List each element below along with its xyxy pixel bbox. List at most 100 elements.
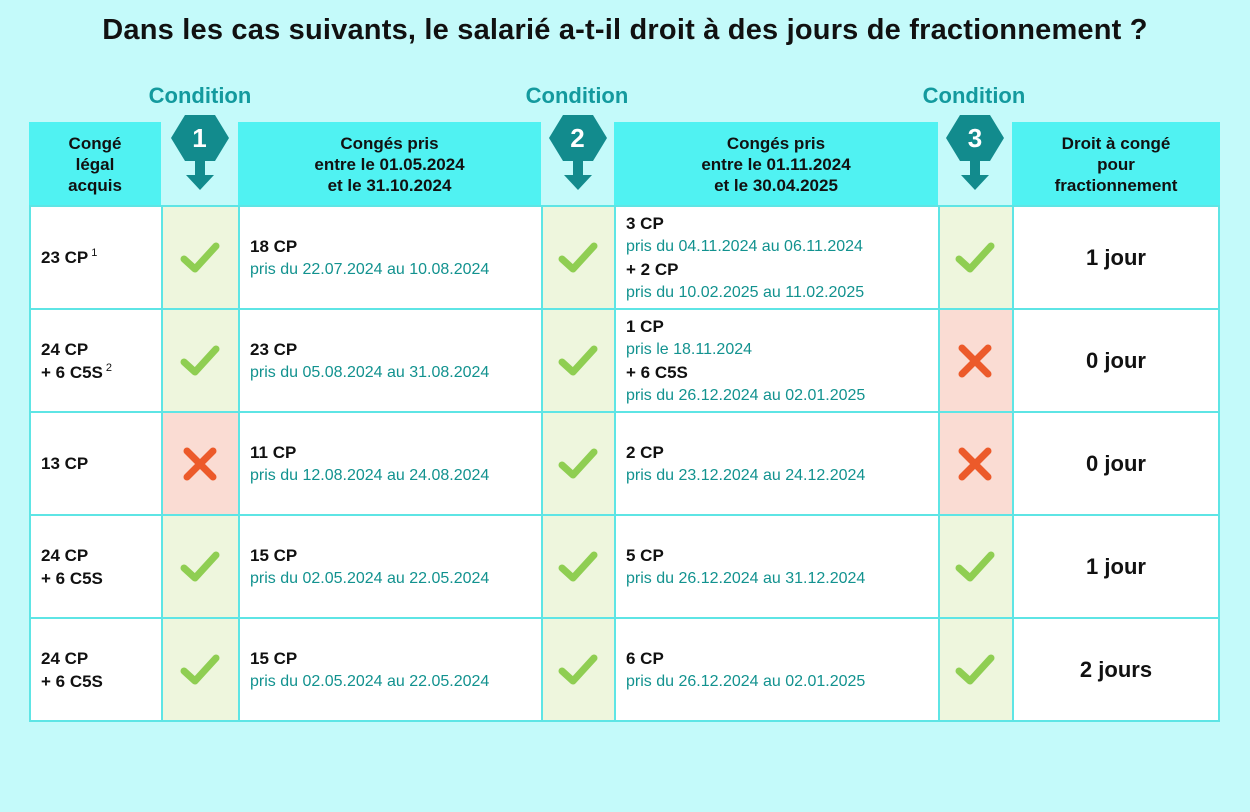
header-conge-acquis: Congé légal acquis xyxy=(29,122,161,206)
condition-3-number: 3 xyxy=(967,123,983,153)
cell-condition-1 xyxy=(161,413,238,514)
condition-1-badge-cell: 1 xyxy=(161,115,238,206)
checkmark-icon xyxy=(558,345,597,375)
cell-conge-acquis: 24 CP + 6 C5S 2 xyxy=(29,310,161,411)
condition-3-badge-cell: 3 xyxy=(938,115,1012,206)
period-2-dates: pris le 18.11.2024 xyxy=(626,340,753,358)
cell-condition-1 xyxy=(161,310,238,411)
checkmark-icon xyxy=(180,345,219,375)
cell-condition-3 xyxy=(938,413,1012,514)
acquis-line-2: + 6 C5S xyxy=(41,568,103,588)
cell-period-1: 11 CP pris du 12.08.2024 au 24.08.2024 xyxy=(238,413,541,514)
condition-2-label: Condition xyxy=(525,83,629,108)
footnote-marker: 1 xyxy=(91,247,98,259)
period-1-dates: pris du 02.05.2024 au 22.05.2024 xyxy=(250,672,490,690)
cell-result: 0 jour xyxy=(1012,413,1220,514)
hexagon-arrow-icon xyxy=(170,115,229,190)
condition-2-number: 2 xyxy=(570,123,585,153)
grid-line xyxy=(29,308,1220,310)
grid-line xyxy=(938,206,940,720)
period-2-dates: pris du 04.11.2024 au 06.11.2024 xyxy=(626,237,863,255)
cell-condition-3 xyxy=(938,516,1012,617)
cell-condition-2 xyxy=(541,310,614,411)
grid-line xyxy=(29,205,1220,207)
period-1-dates: pris du 12.08.2024 au 24.08.2024 xyxy=(250,466,490,484)
period-2-dates: pris du 26.12.2024 au 31.12.2024 xyxy=(626,569,866,587)
cell-result: 1 jour xyxy=(1012,516,1220,617)
period-2-cp: + 6 C5S xyxy=(626,362,688,382)
cell-condition-1 xyxy=(161,516,238,617)
grid-line xyxy=(1012,206,1014,720)
period-2-cp: 6 CP xyxy=(626,648,664,668)
checkmark-icon xyxy=(180,654,219,684)
cell-condition-3 xyxy=(938,310,1012,411)
period-2-dates: pris du 26.12.2024 au 02.01.2025 xyxy=(626,386,866,404)
period-2-cp: 5 CP xyxy=(626,545,664,565)
cell-period-1: 15 CP pris du 02.05.2024 au 22.05.2024 xyxy=(238,516,541,617)
checkmark-icon xyxy=(558,448,597,478)
table-row: 13 CP 11 CP pris du 12.08.2024 au 24.08.20… xyxy=(29,413,1220,514)
period-1-dates: pris du 02.05.2024 au 22.05.2024 xyxy=(250,569,490,587)
acquis-line-1: 23 CP xyxy=(41,248,89,267)
table-row: 23 CP 1 18 CP pris du 22.07.2024 au 10.08.2… xyxy=(29,207,1220,308)
checkmark-icon xyxy=(955,654,995,684)
cross-icon xyxy=(958,447,992,480)
table-row: 24 CP + 6 C5S 15 CP pris du 02.05.2024 au 2… xyxy=(29,619,1220,720)
cell-condition-2 xyxy=(541,207,614,308)
table-row: 24 CP + 6 C5S 15 CP pris du 02.05.2024 au 2… xyxy=(29,516,1220,617)
cell-condition-2 xyxy=(541,516,614,617)
grid-line xyxy=(29,206,31,720)
cell-period-2: 2 CP pris du 23.12.2024 au 24.12.2024 xyxy=(614,413,938,514)
acquis-line-1: 24 CP xyxy=(41,339,89,359)
grid-line xyxy=(29,514,1220,516)
header-period-2: Congés pris entre le 01.11.2024 et le 30… xyxy=(614,122,938,206)
cell-period-1: 15 CP pris du 02.05.2024 au 22.05.2024 xyxy=(238,619,541,720)
cell-condition-3 xyxy=(938,619,1012,720)
cell-conge-acquis: 23 CP 1 xyxy=(29,207,161,308)
condition-1-badge: 1 xyxy=(170,115,229,193)
period-1-dates: pris du 22.07.2024 au 10.08.2024 xyxy=(250,260,490,278)
hexagon-arrow-icon xyxy=(946,115,1004,190)
cell-conge-acquis: 13 CP xyxy=(29,413,161,514)
checkmark-icon xyxy=(558,242,597,272)
grid-line xyxy=(1218,206,1220,720)
condition-3-badge: 3 xyxy=(946,115,1004,193)
cross-icon xyxy=(958,344,992,377)
checkmark-icon xyxy=(558,654,597,684)
cell-condition-1 xyxy=(161,619,238,720)
grid-line xyxy=(541,206,543,720)
period-1-cp: 15 CP xyxy=(250,648,298,668)
period-2-dates: pris du 26.12.2024 au 02.01.2025 xyxy=(626,672,866,690)
header-period-1: Congés pris entre le 01.05.2024 et le 31… xyxy=(238,122,541,206)
cell-conge-acquis: 24 CP + 6 C5S xyxy=(29,619,161,720)
hexagon-arrow-icon xyxy=(548,115,607,190)
cell-period-2: 3 CP pris du 04.11.2024 au 06.11.2024 + 2 … xyxy=(614,207,938,308)
cell-period-2: 1 CP pris le 18.11.2024 + 6 C5S pris du 26.… xyxy=(614,310,938,411)
table-row: 24 CP + 6 C5S 2 23 CP pris du 05.08.2024 au … xyxy=(29,310,1220,411)
acquis-line-2: + 6 C5S xyxy=(41,671,103,691)
grid-line xyxy=(29,720,1220,722)
cell-period-1: 23 CP pris du 05.08.2024 au 31.08.2024 xyxy=(238,310,541,411)
period-2-cp: 3 CP xyxy=(626,213,664,233)
cell-period-1: 18 CP pris du 22.07.2024 au 10.08.2024 xyxy=(238,207,541,308)
cell-period-2: 6 CP pris du 26.12.2024 au 02.01.2025 xyxy=(614,619,938,720)
checkmark-icon xyxy=(955,551,995,581)
acquis-line-2: + 6 C5S xyxy=(41,362,103,382)
period-1-dates: pris du 05.08.2024 au 31.08.2024 xyxy=(250,363,490,381)
acquis-line-1: 24 CP xyxy=(41,545,89,565)
condition-2-badge-cell: 2 xyxy=(541,115,614,206)
acquis-line-1: 24 CP xyxy=(41,648,89,668)
condition-1-label: Condition xyxy=(148,83,252,108)
grid-line xyxy=(161,206,163,720)
period-1-cp: 15 CP xyxy=(250,545,298,565)
checkmark-icon xyxy=(955,242,995,272)
period-2-dates: pris du 10.02.2025 au 11.02.2025 xyxy=(626,283,865,301)
grid-line xyxy=(29,411,1220,413)
cell-period-2: 5 CP pris du 26.12.2024 au 31.12.2024 xyxy=(614,516,938,617)
footnote-marker: 2 xyxy=(105,361,113,374)
period-1-cp: 11 CP xyxy=(250,442,297,462)
cell-result: 1 jour xyxy=(1012,207,1220,308)
condition-2-badge: 2 xyxy=(548,115,607,193)
cell-condition-2 xyxy=(541,619,614,720)
grid-line xyxy=(614,206,616,720)
